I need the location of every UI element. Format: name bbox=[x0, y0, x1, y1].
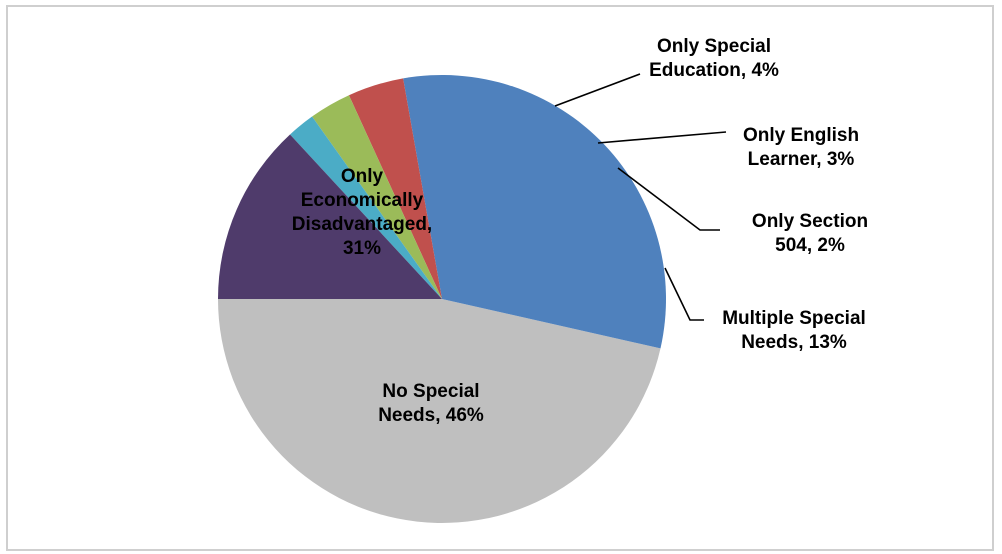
leader-line-only-english-learner bbox=[597, 131, 727, 144]
pie-slice-multiple-special-needs bbox=[218, 134, 442, 299]
data-label-only-economically-disadvantaged: Only Economically Disadvantaged, 31% bbox=[292, 166, 432, 259]
data-label-line: Only English bbox=[743, 125, 859, 146]
data-label-no-special-needs: No Special Needs, 46% bbox=[378, 381, 484, 426]
data-label-line: 31% bbox=[343, 238, 381, 259]
leader-lines bbox=[554, 73, 727, 321]
data-label-only-english-learner: Only English Learner, 3% bbox=[743, 125, 859, 170]
data-label-line: Only Special bbox=[657, 36, 771, 57]
pie-slices bbox=[218, 75, 666, 523]
data-label-line: Disadvantaged, bbox=[292, 214, 432, 235]
data-label-line: Economically bbox=[301, 190, 424, 211]
leader-line-only-section-504 bbox=[617, 167, 720, 231]
data-label-multiple-special-needs: Multiple Special Needs, 13% bbox=[722, 308, 866, 353]
data-label-line: Only Section bbox=[752, 211, 868, 232]
leader-line-multiple-special-needs bbox=[664, 267, 704, 321]
pie-slice-no-special-needs bbox=[218, 299, 661, 523]
pie-slice-only-special-education bbox=[348, 78, 442, 299]
data-label-only-special-education: Only Special Education, 4% bbox=[649, 36, 779, 81]
data-label-line: Education, 4% bbox=[649, 60, 779, 81]
leader-line-only-special-education bbox=[554, 73, 641, 107]
data-labels: No Special Needs, 46% Only Economically Disa… bbox=[292, 36, 868, 426]
data-label-line: Learner, 3% bbox=[748, 149, 855, 170]
data-label-line: Needs, 13% bbox=[741, 332, 847, 353]
pie-slice-only-section-504 bbox=[290, 116, 442, 299]
data-label-line: Needs, 46% bbox=[378, 405, 484, 426]
data-label-line: Multiple Special bbox=[722, 308, 866, 329]
pie-slice-only-english-learner bbox=[312, 95, 442, 299]
data-label-line: 504, 2% bbox=[775, 235, 845, 256]
data-label-only-section-504: Only Section 504, 2% bbox=[752, 211, 868, 256]
data-label-line: No Special bbox=[382, 381, 479, 402]
data-label-line: Only bbox=[341, 166, 384, 187]
